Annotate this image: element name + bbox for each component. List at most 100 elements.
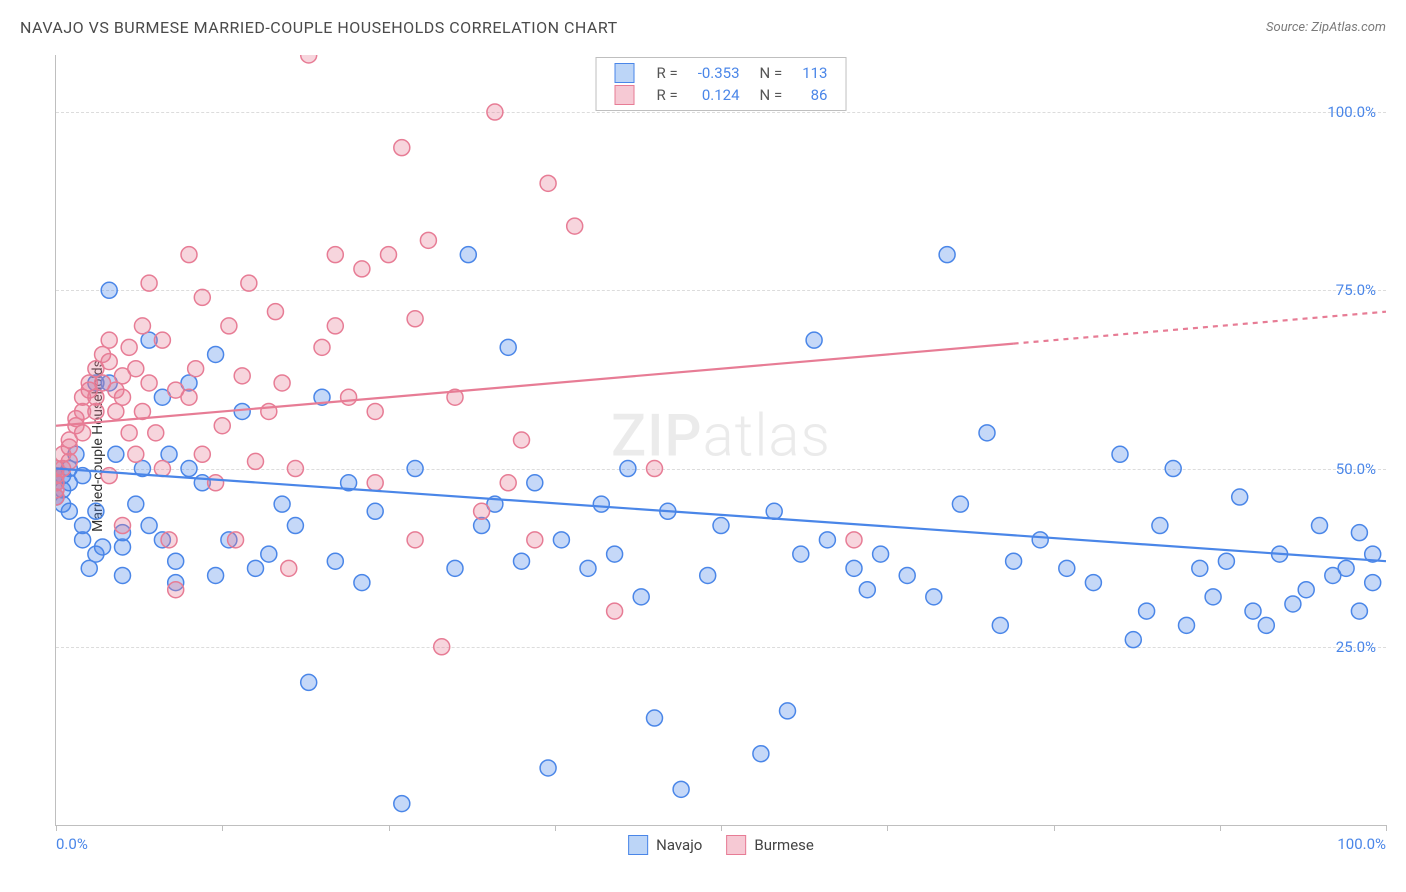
data-point — [228, 532, 244, 548]
data-point — [1351, 525, 1367, 541]
data-point — [753, 746, 769, 762]
data-point — [267, 304, 283, 320]
data-point — [281, 560, 297, 576]
data-point — [208, 475, 224, 491]
data-point — [214, 418, 230, 434]
x-tick — [1386, 825, 1387, 831]
series-legend: Navajo Burmese — [628, 835, 814, 855]
data-point — [514, 432, 530, 448]
data-point — [101, 332, 117, 348]
legend-swatch — [726, 835, 746, 855]
data-point — [354, 575, 370, 591]
data-point — [161, 532, 177, 548]
data-point — [766, 503, 782, 519]
data-point — [301, 674, 317, 690]
data-point — [101, 468, 117, 484]
data-point — [846, 560, 862, 576]
data-point — [1085, 575, 1101, 591]
data-point — [194, 289, 210, 305]
data-point — [1338, 560, 1354, 576]
data-point — [101, 282, 117, 298]
data-point — [992, 617, 1008, 633]
legend-item: Burmese — [726, 835, 814, 855]
data-point — [460, 247, 476, 263]
data-point — [647, 710, 663, 726]
data-point — [261, 546, 277, 562]
data-point — [1245, 603, 1261, 619]
n-value: 113 — [792, 62, 837, 84]
data-point — [367, 475, 383, 491]
chart-title: NAVAJO VS BURMESE MARRIED-COUPLE HOUSEHO… — [20, 18, 618, 37]
x-axis-max-label: 100.0% — [1337, 835, 1386, 853]
data-point — [88, 503, 104, 519]
data-point — [1059, 560, 1075, 576]
legend-swatch — [628, 835, 648, 855]
data-point — [121, 339, 137, 355]
legend-swatch — [615, 63, 635, 83]
data-point — [221, 318, 237, 334]
data-point — [500, 475, 516, 491]
trend-line — [56, 344, 1014, 426]
data-point — [181, 247, 197, 263]
x-tick — [1220, 825, 1221, 831]
data-point — [241, 275, 257, 291]
r-label: R = — [647, 84, 688, 106]
data-point — [633, 589, 649, 605]
data-point — [899, 567, 915, 583]
n-label: N = — [750, 84, 793, 106]
data-point — [952, 496, 968, 512]
source-label: Source: ZipAtlas.com — [1266, 20, 1386, 35]
x-axis-min-label: 0.0% — [56, 835, 88, 853]
data-point — [75, 425, 91, 441]
data-point — [248, 453, 264, 469]
data-point — [75, 532, 91, 548]
data-point — [367, 403, 383, 419]
data-point — [620, 461, 636, 477]
data-point — [793, 546, 809, 562]
data-point — [1232, 489, 1248, 505]
data-point — [115, 389, 131, 405]
plot-area: ZIPatlas R =-0.353N =113R =0.124N =86 Na… — [55, 55, 1386, 826]
data-point — [527, 532, 543, 548]
data-point — [1218, 553, 1234, 569]
data-point — [926, 589, 942, 605]
data-point — [141, 518, 157, 534]
data-point — [88, 403, 104, 419]
data-point — [647, 461, 663, 477]
data-point — [394, 796, 410, 812]
r-value: 0.124 — [688, 84, 750, 106]
r-label: R = — [647, 62, 688, 84]
data-point — [115, 567, 131, 583]
r-value: -0.353 — [688, 62, 750, 84]
data-point — [327, 247, 343, 263]
data-point — [61, 503, 77, 519]
data-point — [700, 567, 716, 583]
data-point — [301, 55, 317, 63]
data-point — [128, 446, 144, 462]
data-point — [1179, 617, 1195, 633]
legend-label: Navajo — [656, 836, 702, 854]
x-tick — [56, 825, 57, 831]
data-point — [859, 582, 875, 598]
data-point — [567, 218, 583, 234]
data-point — [194, 446, 210, 462]
data-point — [514, 553, 530, 569]
data-point — [487, 104, 503, 120]
data-point — [527, 475, 543, 491]
data-point — [1192, 560, 1208, 576]
data-point — [188, 361, 204, 377]
data-point — [134, 318, 150, 334]
data-point — [108, 446, 124, 462]
data-point — [95, 539, 111, 555]
x-tick — [222, 825, 223, 831]
data-point — [1112, 446, 1128, 462]
legend-item: Navajo — [628, 835, 702, 855]
data-point — [1205, 589, 1221, 605]
data-point — [115, 539, 131, 555]
data-point — [873, 546, 889, 562]
data-point — [287, 461, 303, 477]
data-point — [407, 532, 423, 548]
data-point — [474, 503, 490, 519]
data-point — [407, 311, 423, 327]
data-point — [61, 439, 77, 455]
